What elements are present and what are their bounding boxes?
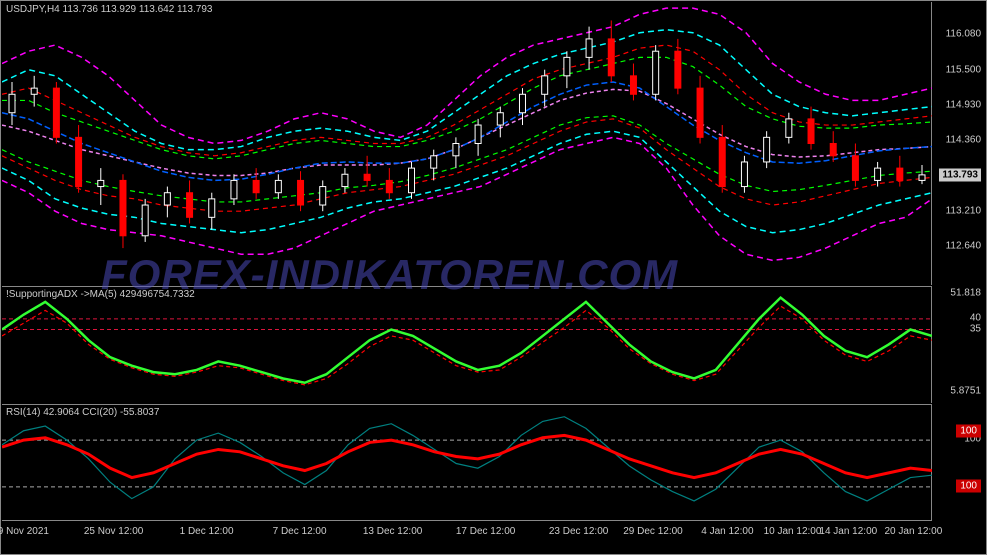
- trading-chart-container: USDJPY,H4 113.736 113.929 113.642 113.79…: [0, 0, 987, 555]
- rsi-chart-svg: [2, 405, 932, 522]
- adx-chart-svg: [2, 287, 932, 404]
- price-y-axis: 112.640113.210113.793114.360114.930115.5…: [931, 2, 985, 285]
- rsi-y-axis: 100100100: [931, 404, 985, 521]
- price-panel[interactable]: USDJPY,H4 113.736 113.929 113.642 113.79…: [2, 2, 932, 285]
- adx-y-axis: 5.8751354051.818: [931, 286, 985, 403]
- rsi-title: RSI(14) 42.9064 CCI(20) -55.8037: [6, 407, 159, 418]
- price-chart-svg: [2, 2, 932, 285]
- rsi-panel[interactable]: RSI(14) 42.9064 CCI(20) -55.8037: [2, 404, 932, 521]
- adx-panel[interactable]: !SupportingADX ->MA(5) 429496754.7332: [2, 286, 932, 403]
- time-axis: 19 Nov 202125 Nov 12:001 Dec 12:007 Dec …: [2, 520, 932, 553]
- adx-title: !SupportingADX ->MA(5) 429496754.7332: [6, 289, 195, 300]
- symbol-title: USDJPY,H4 113.736 113.929 113.642 113.79…: [6, 4, 212, 15]
